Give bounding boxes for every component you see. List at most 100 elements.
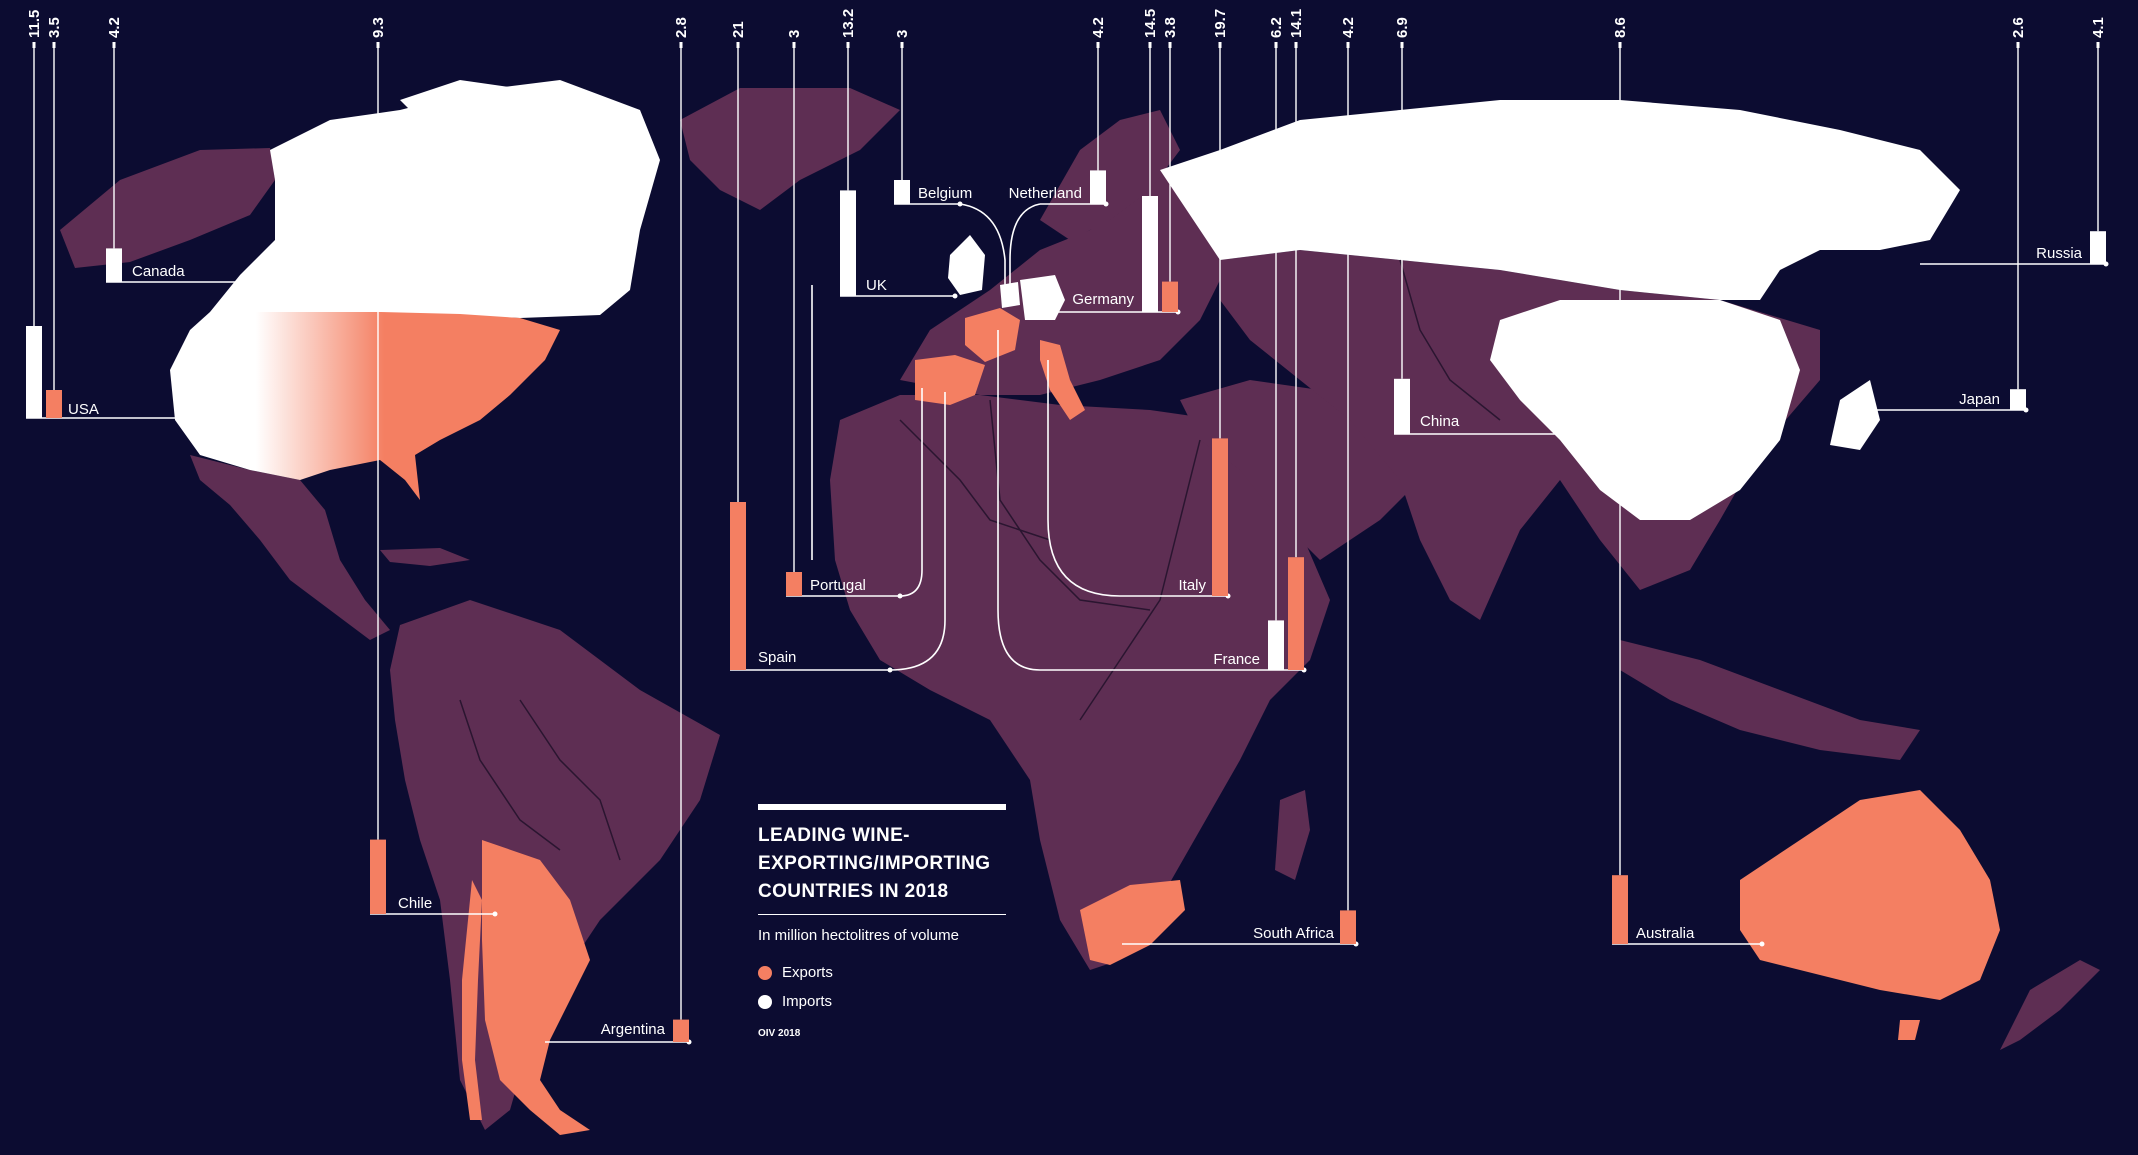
value-label: 3.5 [46, 17, 63, 38]
value-label: 4.1 [2090, 17, 2107, 38]
exports-swatch-icon [758, 965, 772, 980]
bar-imports-china [1394, 378, 1410, 434]
bar-imports-usa [26, 326, 42, 418]
bar-imports-canada [106, 248, 122, 282]
bar-exports-chile [370, 839, 386, 914]
legend-top-rule [758, 804, 1006, 810]
value-label: 9.3 [370, 17, 387, 38]
bar-imports-france [1268, 620, 1284, 670]
bar-exports-usa [46, 390, 62, 418]
value-label: 8.6 [1612, 17, 1629, 38]
bar-exports-germany [1162, 281, 1178, 312]
caribbean-shape [380, 548, 470, 566]
greenland-shape [680, 88, 900, 210]
value-label: 14.5 [1142, 9, 1159, 38]
country-annotation-china: 6.9 China [1394, 17, 1661, 437]
bar-exports-portugal [786, 572, 802, 596]
bar-exports-france [1288, 557, 1304, 670]
tasmania-shape [1898, 1020, 1920, 1040]
bar-imports-russia [2090, 231, 2106, 264]
bar-exports-italy [1212, 438, 1228, 596]
legend-imports-label: Imports [782, 993, 833, 1010]
legend-source: OIV 2018 [758, 1028, 801, 1039]
legend-subtitle: In million hectolitres of volume [758, 927, 959, 944]
legend-title-line-3: COUNTRIES IN 2018 [758, 881, 949, 902]
value-label: 14.1 [1288, 9, 1305, 38]
bar-imports-uk [840, 190, 856, 296]
country-annotation-france: 6.2 14.1 France [997, 9, 1307, 673]
leader-dot [237, 415, 243, 421]
connector-curve [997, 330, 1041, 671]
value-label: 3 [786, 30, 803, 38]
country-annotation-italy: 19.7 Italy [1047, 9, 1231, 599]
country-annotation-argentina: 2.8 Argentina [545, 17, 692, 1045]
borders-layer [459, 259, 1501, 861]
bar-imports-germany [1142, 196, 1158, 312]
france-shape [965, 308, 1020, 362]
country-annotation-portugal: 3 Portugal [786, 30, 923, 599]
value-label: 6.2 [1268, 17, 1285, 38]
chile-shape [462, 880, 482, 1120]
country-annotation-russia: 4.1 Russia [1920, 17, 2109, 267]
value-label: 2.8 [673, 17, 690, 38]
leader-dot [1759, 941, 1765, 947]
argentina-shape [482, 840, 590, 1135]
connector-curve [959, 203, 1006, 300]
country-label: Chile [398, 895, 432, 912]
connector-curve [899, 388, 923, 597]
leader-dot [897, 593, 903, 599]
country-annotation-spain: 21 Spain [730, 21, 946, 673]
italy-shape [1040, 340, 1085, 420]
leader-dot [887, 667, 893, 673]
south-africa-shape [1080, 880, 1185, 965]
country-label: China [1420, 413, 1460, 430]
country-label: Germany [1072, 291, 1134, 308]
value-label: 4.2 [1090, 17, 1107, 38]
leader-dot [275, 279, 281, 285]
country-label: Netherland [1009, 185, 1082, 202]
legend-item-imports: Imports [758, 993, 1008, 1010]
country-label: Russia [2036, 245, 2083, 262]
australia-shape [1740, 790, 2000, 1000]
usa-shape [170, 312, 560, 500]
country-label: Italy [1178, 577, 1206, 594]
country-label: Portugal [810, 577, 866, 594]
legend-divider [758, 914, 1006, 915]
madagascar-shape [1275, 790, 1310, 880]
value-label: 19.7 [1212, 9, 1229, 38]
connector-curve [889, 392, 946, 671]
country-label: South Africa [1253, 925, 1335, 942]
germany-shape [1020, 275, 1065, 320]
legend-title-line-2: EXPORTING/IMPORTING [758, 853, 991, 874]
country-annotation-chile: 9.3 Chile [370, 17, 498, 917]
country-label: France [1213, 651, 1260, 668]
legend: LEADING WINE- EXPORTING/IMPORTING COUNTR… [758, 804, 1008, 1039]
bar-imports-belgium [894, 180, 910, 204]
country-annotation-japan: 2.6 Japan [1870, 17, 2029, 413]
south-america-shape [390, 600, 720, 1130]
country-annotation-uk: 13.2 UK [840, 9, 958, 299]
country-annotation-south-africa: 4.2 South Africa [1122, 17, 1359, 947]
bar-imports-netherland [1090, 170, 1106, 204]
leader-dot [492, 911, 498, 917]
scandinavia-shape [1040, 110, 1180, 240]
country-annotation-usa: 11.5 3.5 USA [26, 10, 243, 421]
mexico-central-america-shape [190, 455, 390, 640]
country-annotation-canada: 4.2 Canada [106, 17, 281, 285]
connector-curve [1047, 360, 1121, 597]
country-annotation-belgium: 3 Belgium [894, 30, 1006, 300]
imports-swatch-icon [758, 994, 772, 1009]
africa-shape [830, 395, 1330, 970]
imports-layer [210, 80, 1960, 520]
country-annotation-germany: 14.5 3.8 Germany [1040, 9, 1181, 315]
leader-dot [952, 293, 958, 299]
uk-shape [948, 235, 985, 295]
country-label: Canada [132, 263, 185, 280]
alaska-shape [60, 148, 275, 268]
leader-dot [1655, 431, 1661, 437]
legend-title: LEADING WINE- EXPORTING/IMPORTING COUNTR… [758, 822, 1008, 906]
country-label: Argentina [601, 1021, 666, 1038]
value-label: 13.2 [840, 9, 857, 38]
